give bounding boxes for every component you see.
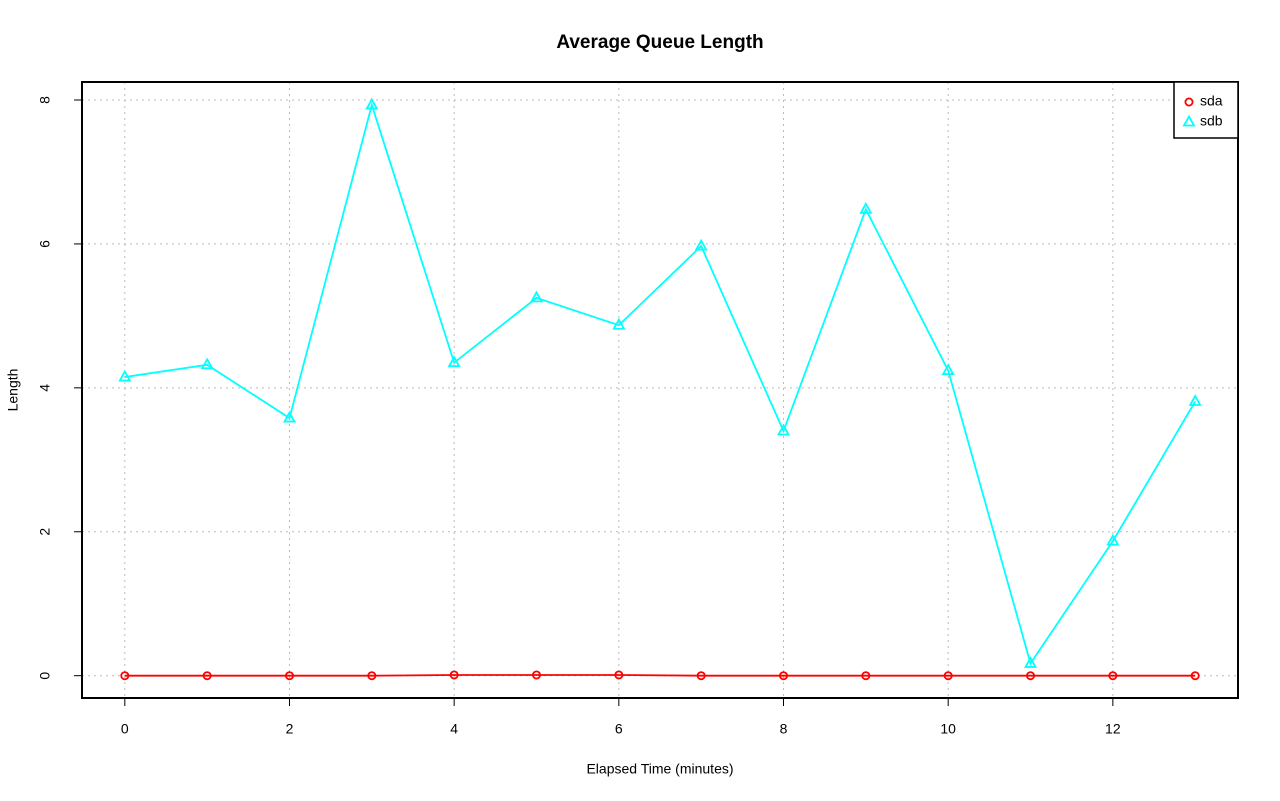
data-point <box>284 671 294 681</box>
data-point <box>120 671 130 681</box>
data-point <box>1190 671 1200 681</box>
data-point <box>861 671 871 681</box>
data-point <box>449 670 459 680</box>
data-point <box>367 671 377 681</box>
data-point <box>694 238 708 251</box>
y-tick-label: 2 <box>37 528 53 536</box>
x-tick-label: 12 <box>1105 721 1121 737</box>
plot-frame <box>81 81 1239 699</box>
legend-label: sdb <box>1200 113 1223 129</box>
data-point <box>612 317 626 330</box>
y-tick-label: 4 <box>37 384 53 392</box>
x-tick-label: 6 <box>615 721 623 737</box>
data-point <box>941 363 955 375</box>
y-axis-label: Length <box>5 369 21 412</box>
data-point <box>202 671 212 681</box>
legend-marker <box>1184 97 1194 107</box>
x-tick-label: 0 <box>121 721 129 737</box>
data-point <box>447 355 461 368</box>
data-point <box>1106 533 1120 546</box>
data-point <box>696 671 706 681</box>
legend-box <box>1173 81 1239 139</box>
x-tick-label: 2 <box>286 721 294 737</box>
data-point <box>776 423 791 436</box>
data-point <box>943 671 953 681</box>
data-point <box>859 202 873 214</box>
data-point <box>118 369 132 382</box>
data-point <box>1188 394 1202 406</box>
legend-marker <box>1182 114 1196 127</box>
data-point <box>614 670 624 680</box>
data-point <box>200 357 214 370</box>
y-tick-label: 8 <box>37 96 53 104</box>
data-point <box>1026 671 1036 681</box>
data-point <box>365 97 379 110</box>
series-line <box>124 101 1196 666</box>
data-point <box>529 290 544 303</box>
y-tick-label: 6 <box>37 240 53 248</box>
data-point <box>1108 671 1118 681</box>
legend-label: sda <box>1200 93 1223 109</box>
chart-title: Average Queue Length <box>556 32 763 53</box>
data-point <box>779 671 789 681</box>
x-axis-label: Elapsed Time (minutes) <box>586 761 733 777</box>
series-line <box>124 674 1196 677</box>
x-tick-label: 8 <box>780 721 788 737</box>
y-tick-label: 0 <box>37 672 53 680</box>
x-tick-label: 4 <box>450 721 458 737</box>
x-tick-label: 10 <box>940 721 956 737</box>
data-point <box>531 670 541 680</box>
data-point <box>282 410 297 423</box>
data-point <box>1023 656 1038 668</box>
